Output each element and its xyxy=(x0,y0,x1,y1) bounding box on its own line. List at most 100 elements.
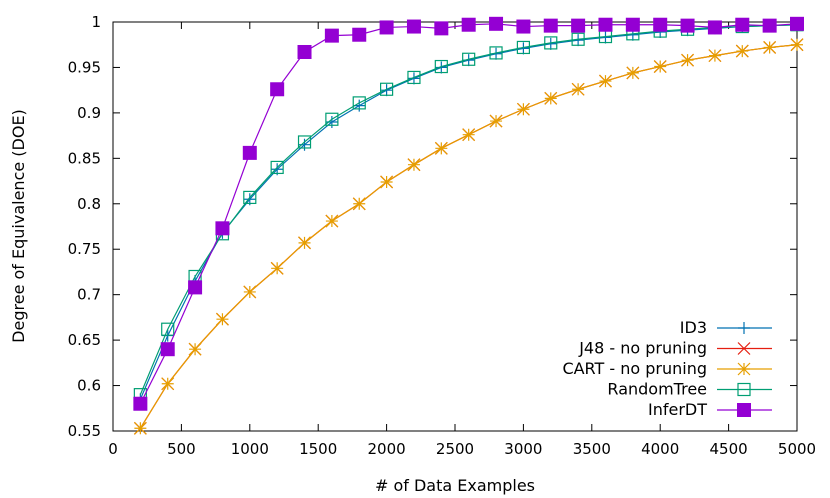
data-point xyxy=(790,16,804,31)
y-tick-label: 1 xyxy=(91,13,101,31)
data-point xyxy=(133,421,147,435)
legend-label: InferDT xyxy=(648,400,707,419)
data-point xyxy=(653,60,667,73)
data-point xyxy=(571,32,585,46)
y-tick-label: 0.6 xyxy=(77,377,101,395)
data-point xyxy=(598,17,613,32)
axis-ticks: 0 500 1000 1500 2000 2500 3000 3500 4000 4500 5000… xyxy=(68,13,817,458)
legend-item: ID3 xyxy=(680,318,772,337)
data-point xyxy=(161,377,175,391)
data-point xyxy=(297,44,312,59)
x-tick-label: 2000 xyxy=(368,440,406,458)
data-point xyxy=(544,36,558,50)
data-point xyxy=(161,322,175,336)
series-layer xyxy=(133,16,804,435)
data-point xyxy=(379,20,394,35)
x-tick-label: 0 xyxy=(108,440,118,458)
data-point xyxy=(461,17,476,32)
series-cart-no-pruning xyxy=(133,38,804,435)
data-point xyxy=(708,49,722,63)
legend-label: RandomTree xyxy=(607,380,707,399)
data-point xyxy=(707,20,722,35)
data-point xyxy=(680,18,695,33)
data-point xyxy=(462,52,476,66)
data-point xyxy=(243,285,257,299)
data-point xyxy=(270,82,285,97)
data-point xyxy=(407,70,421,85)
x-tick-label: 5000 xyxy=(778,440,816,458)
data-point xyxy=(599,74,612,88)
data-point xyxy=(544,91,558,105)
y-tick-label: 0.85 xyxy=(68,149,101,167)
data-point xyxy=(352,197,366,211)
data-point xyxy=(407,158,421,172)
data-point xyxy=(242,145,257,160)
data-point xyxy=(325,112,339,126)
data-point xyxy=(434,59,448,74)
x-tick-label: 1500 xyxy=(299,440,337,458)
data-point xyxy=(298,236,311,250)
data-point xyxy=(188,342,202,356)
data-point xyxy=(763,41,777,54)
legend-item: CART - no pruning xyxy=(562,359,772,378)
data-point xyxy=(352,27,367,42)
legend-item: InferDT xyxy=(648,400,772,419)
data-point xyxy=(489,16,504,31)
legend-marker xyxy=(737,403,751,417)
data-point xyxy=(407,72,420,85)
data-point xyxy=(489,46,503,60)
legend-label: ID3 xyxy=(680,318,707,337)
data-point xyxy=(735,17,750,32)
x-tick-label: 500 xyxy=(167,440,196,458)
y-tick-label: 0.9 xyxy=(77,104,101,122)
data-point xyxy=(270,261,284,275)
data-point xyxy=(571,82,585,96)
data-point xyxy=(790,38,804,52)
x-tick-label: 3000 xyxy=(504,440,542,458)
data-point xyxy=(380,82,394,96)
y-tick-label: 0.75 xyxy=(68,240,101,258)
data-point xyxy=(516,40,531,55)
data-point xyxy=(516,102,530,116)
data-point xyxy=(489,114,503,128)
data-point xyxy=(543,18,558,33)
legend-label: CART - no pruning xyxy=(562,359,707,378)
data-point xyxy=(215,221,230,236)
data-point xyxy=(626,66,640,80)
data-point xyxy=(380,175,394,189)
legend-marker xyxy=(737,362,751,376)
data-point xyxy=(297,135,312,149)
x-tick-label: 4500 xyxy=(710,440,748,458)
data-point xyxy=(352,96,366,110)
y-tick-label: 0.55 xyxy=(68,422,101,440)
data-point xyxy=(243,190,257,205)
x-tick-label: 1000 xyxy=(231,440,269,458)
data-point xyxy=(324,28,339,43)
data-point xyxy=(270,160,284,175)
y-tick-label: 0.95 xyxy=(68,58,101,76)
x-axis-title: # of Data Examples xyxy=(375,476,535,495)
legend-label: J48 - no pruning xyxy=(578,339,707,358)
data-point xyxy=(571,18,586,33)
data-point xyxy=(462,128,476,142)
x-tick-label: 2500 xyxy=(436,440,474,458)
legend-item: RandomTree xyxy=(607,380,772,399)
data-point xyxy=(653,17,668,32)
data-point xyxy=(133,396,148,411)
y-tick-label: 0.65 xyxy=(68,331,101,349)
data-point xyxy=(160,342,175,357)
data-point xyxy=(435,61,448,74)
legend-marker xyxy=(737,342,751,355)
legend-item: J48 - no pruning xyxy=(578,339,772,358)
data-point xyxy=(762,18,777,33)
data-point xyxy=(216,312,229,326)
series-inferdt xyxy=(133,16,804,411)
x-tick-label: 3500 xyxy=(573,440,611,458)
data-point xyxy=(406,19,421,34)
data-point xyxy=(735,44,749,58)
legend-marker xyxy=(738,322,750,334)
data-point xyxy=(434,141,448,155)
x-tick-label: 4000 xyxy=(641,440,679,458)
